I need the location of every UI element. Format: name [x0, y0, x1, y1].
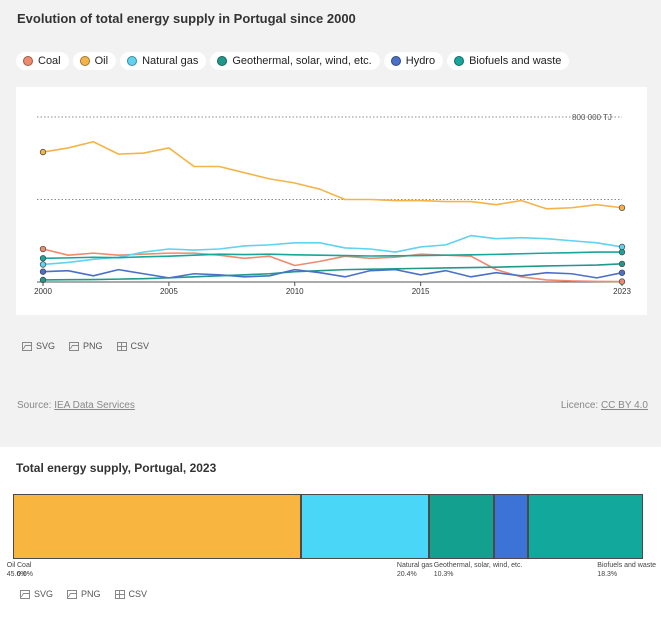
table-icon [114, 589, 125, 599]
y-gridline-label: 800 000 TJ [572, 113, 612, 122]
segment-value: 45.6% [6, 571, 27, 578]
download-svg-button[interactable]: SVG [22, 341, 55, 351]
legend-swatch [217, 56, 228, 66]
line-chart[interactable]: 800 000 TJ 2000 2005 2010 2015 2023 [16, 87, 647, 315]
series-end-point [618, 243, 626, 251]
segment-name: Oil [6, 562, 16, 569]
download-csv-button[interactable]: CSV [114, 589, 148, 599]
series-start-point [39, 148, 47, 156]
segment-name: Natural gas [396, 562, 433, 569]
legend-item-oil[interactable]: Oil [72, 52, 117, 70]
series-line [42, 268, 623, 279]
download-png-button[interactable]: PNG [69, 341, 103, 351]
stack-segment[interactable] [494, 494, 528, 559]
legend-label: Hydro [405, 55, 436, 67]
download-label: CSV [130, 341, 150, 351]
segment-label: Natural gas 20.4% [397, 561, 433, 579]
image-icon [20, 589, 30, 599]
x-tick-label: 2015 [412, 287, 430, 296]
download-label: SVG [34, 589, 54, 599]
share-chart-title: Total energy supply, Portugal, 2023 [16, 461, 217, 475]
legend: Coal Oil Natural gas Geothermal, solar, … [16, 52, 570, 70]
series-end-point [618, 269, 626, 276]
legend-swatch [390, 56, 401, 66]
download-label: PNG [81, 589, 101, 599]
segment-label: Oil 45.6% [7, 561, 27, 579]
series-line [42, 251, 622, 260]
segment-label: Biofuels and waste 18.3% [597, 561, 656, 579]
download-png-button[interactable]: PNG [67, 589, 101, 599]
x-tick-label: 2000 [34, 287, 52, 296]
line-chart-card: 800 000 TJ 2000 2005 2010 2015 2023 [16, 87, 647, 315]
legend-item-coal[interactable]: Coal [16, 52, 69, 70]
series-line [42, 140, 623, 210]
x-tick-label: 2023 [613, 287, 631, 296]
stack-segment[interactable] [429, 494, 495, 559]
segment-value: 10.3% [433, 571, 454, 578]
legend-label: Biofuels and waste [469, 55, 562, 67]
download-bar-2: SVG PNG CSV [20, 589, 147, 599]
legend-item-biofuels[interactable]: Biofuels and waste [447, 52, 570, 70]
licence-prefix: Licence: [560, 400, 601, 411]
segment-value: 20.4% [396, 571, 417, 578]
legend-swatch [127, 56, 138, 66]
series-start-point [39, 276, 47, 284]
series-end-point [618, 260, 626, 268]
series-line [42, 263, 623, 281]
segment-label: Geothermal, solar, wind, etc. 10.3% [434, 561, 523, 579]
series-start-point [39, 245, 47, 253]
download-svg-button[interactable]: SVG [20, 589, 53, 599]
stack-segment[interactable] [13, 494, 301, 559]
legend-swatch [454, 56, 465, 66]
x-tick-label: 2010 [286, 287, 304, 296]
source-prefix: Source: [17, 400, 55, 411]
segment-label: Coal 0.0% [17, 561, 33, 579]
stack-segment[interactable] [300, 494, 430, 559]
chart-title: Evolution of total energy supply in Port… [17, 11, 356, 26]
download-label: SVG [36, 341, 56, 351]
download-bar-1: SVG PNG CSV [22, 341, 149, 351]
series-start-point [39, 268, 47, 275]
download-csv-button[interactable]: CSV [116, 341, 150, 351]
legend-item-hydro[interactable]: Hydro [383, 52, 444, 70]
segment-value: 0.0% [17, 571, 33, 578]
legend-swatch [79, 56, 90, 66]
download-label: CSV [128, 589, 148, 599]
series-end-point [618, 278, 626, 285]
source-text: Source: IEA Data Services [17, 400, 135, 411]
segment-name: Geothermal, solar, wind, etc. [433, 562, 523, 569]
legend-item-geothermal[interactable]: Geothermal, solar, wind, etc. [210, 52, 380, 70]
series-end-point [618, 204, 626, 211]
image-icon [22, 341, 32, 351]
licence-text: Licence: CC BY 4.0 [561, 400, 648, 411]
source-link[interactable]: IEA Data Services [54, 400, 135, 411]
stack-segment[interactable] [527, 494, 643, 559]
download-label: PNG [83, 341, 103, 351]
series-start-point [39, 255, 47, 262]
series-line [42, 248, 623, 283]
image-icon [69, 341, 80, 351]
legend-swatch [23, 56, 33, 66]
legend-label: Geothermal, solar, wind, etc. [232, 55, 372, 67]
table-icon [116, 341, 127, 351]
x-tick-label: 2005 [160, 287, 178, 296]
segment-value: 18.3% [597, 571, 618, 578]
legend-label: Natural gas [142, 55, 199, 67]
segment-name: Biofuels and waste [597, 562, 657, 569]
legend-label: Coal [38, 55, 61, 67]
series-line [42, 234, 623, 266]
image-icon [67, 589, 78, 599]
legend-item-natural-gas[interactable]: Natural gas [120, 52, 207, 70]
series-end-point [618, 248, 626, 256]
segment-name: Coal [17, 562, 32, 569]
licence-link[interactable]: CC BY 4.0 [600, 400, 648, 411]
legend-label: Oil [94, 55, 109, 67]
series-start-point [39, 261, 47, 268]
